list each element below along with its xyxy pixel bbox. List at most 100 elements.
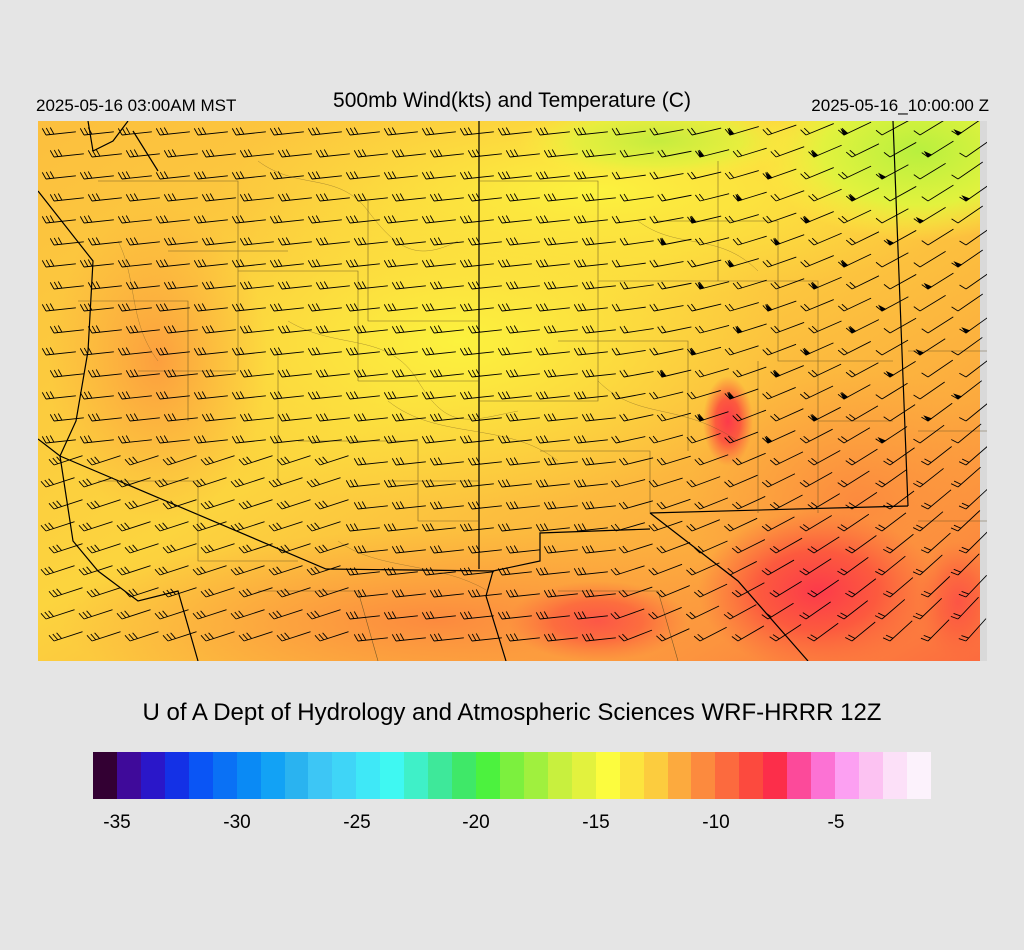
wind-barb	[649, 259, 684, 268]
colorbar-swatch	[236, 752, 261, 799]
wind-barb	[845, 362, 879, 378]
wind-barb	[391, 633, 426, 642]
wind-barb	[959, 315, 987, 334]
wind-barb	[193, 259, 228, 268]
wind-barb	[837, 557, 869, 576]
wind-barb	[314, 499, 349, 510]
colorbar-swatch	[140, 752, 165, 799]
county-lines	[78, 161, 987, 661]
wind-barb	[619, 457, 654, 466]
wind-barb	[950, 553, 980, 576]
wind-barb	[48, 543, 83, 554]
wind-barb	[391, 369, 426, 378]
colorbar-swatch	[787, 752, 812, 799]
wind-barb	[657, 149, 692, 158]
wind-barb	[724, 170, 759, 180]
wind-barb	[421, 523, 456, 532]
colorbar-swatch	[212, 752, 237, 799]
wind-barb	[459, 171, 494, 180]
colorbar-swatch	[284, 752, 309, 799]
wind-barb	[573, 567, 608, 576]
wind-barb	[86, 455, 121, 466]
wind-barb	[231, 303, 266, 312]
wind-barb	[732, 279, 767, 290]
wind-barb	[497, 567, 532, 576]
wind-barb	[883, 186, 917, 202]
wind-barb	[41, 347, 76, 356]
wind-barb	[648, 607, 682, 620]
wind-barb	[875, 469, 907, 488]
wind-barb	[581, 369, 616, 378]
wind-barb	[883, 317, 917, 334]
wind-barb	[724, 345, 759, 356]
wind-barb	[117, 435, 152, 444]
wind-barb	[429, 545, 464, 554]
wind-barb	[686, 346, 722, 356]
wind-barb	[808, 232, 842, 246]
wind-barb	[535, 611, 570, 620]
wind-barb	[762, 256, 797, 268]
wind-barb	[543, 281, 578, 290]
wind-barb	[657, 369, 692, 378]
wind-barb	[467, 501, 502, 510]
colorbar-swatch	[667, 752, 692, 799]
colorbar-swatch	[763, 752, 788, 799]
wind-barb	[581, 501, 616, 510]
wind-barb	[87, 369, 122, 378]
wind-barb	[391, 237, 426, 246]
wind-barb	[912, 554, 943, 576]
wind-barb	[276, 631, 311, 642]
wind-barb	[353, 193, 388, 202]
wind-barb	[48, 455, 83, 466]
wind-barb	[800, 167, 834, 180]
wind-barb	[467, 633, 502, 642]
wind-barb	[383, 303, 418, 312]
wind-barb	[581, 193, 616, 202]
wind-barb	[951, 205, 984, 224]
wind-barb	[657, 237, 692, 246]
wind-barb	[307, 303, 342, 312]
wind-barb	[200, 455, 235, 466]
wind-barb	[276, 499, 311, 510]
wind-barb	[921, 402, 953, 422]
wind-barb	[231, 127, 266, 136]
wind-barb	[79, 391, 114, 400]
wind-barb	[808, 188, 842, 202]
wind-barb	[345, 479, 380, 488]
colorbar-swatch	[356, 752, 381, 799]
wind-barb	[383, 391, 418, 400]
wind-barb	[543, 633, 578, 642]
wind-barb	[41, 391, 76, 400]
wind-barb	[391, 501, 426, 510]
wind-barb	[770, 278, 805, 290]
colorbar-tick-label: -15	[582, 812, 610, 833]
wind-barb	[687, 127, 722, 136]
wind-barb	[307, 171, 342, 180]
wind-barb	[573, 479, 608, 488]
wind-barb	[687, 303, 722, 312]
wind-barb	[201, 281, 236, 290]
wind-barb	[649, 127, 684, 136]
wind-barb	[231, 259, 266, 268]
wind-barb	[845, 143, 880, 158]
wind-barb	[649, 171, 684, 180]
wind-barb	[467, 589, 502, 598]
wind-barb	[732, 409, 767, 422]
wind-barb	[761, 473, 796, 488]
wind-barb	[79, 347, 114, 356]
wind-barb	[201, 369, 236, 378]
wind-barb	[695, 237, 730, 246]
wind-barb	[732, 235, 767, 246]
wind-barb	[883, 361, 916, 378]
wind-barb	[200, 499, 235, 510]
colorbar-swatch	[188, 752, 213, 799]
wind-barb	[695, 149, 730, 158]
wind-barb	[619, 149, 654, 158]
wind-barb	[345, 347, 380, 356]
wind-barb	[391, 413, 426, 422]
wind-barb	[618, 500, 653, 510]
wind-barb	[459, 303, 494, 312]
wind-barb	[656, 455, 691, 466]
wind-barb	[162, 455, 197, 466]
wind-barb	[951, 423, 982, 444]
